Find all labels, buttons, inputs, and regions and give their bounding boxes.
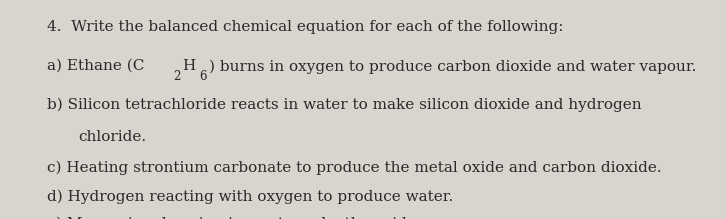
Text: ) burns in oxygen to produce carbon dioxide and water vapour.: ) burns in oxygen to produce carbon diox… — [209, 59, 696, 74]
Text: e) Magnesium burning in are to make the oxide.: e) Magnesium burning in are to make the … — [47, 217, 421, 219]
Text: d) Hydrogen reacting with oxygen to produce water.: d) Hydrogen reacting with oxygen to prod… — [47, 189, 454, 204]
Text: chloride.: chloride. — [78, 130, 147, 144]
Text: H: H — [182, 59, 195, 73]
Text: a) Ethane (C: a) Ethane (C — [47, 59, 144, 73]
Text: 2: 2 — [173, 70, 180, 83]
Text: b) Silicon tetrachloride reacts in water to make silicon dioxide and hydrogen: b) Silicon tetrachloride reacts in water… — [47, 97, 642, 112]
Text: 4.  Write the balanced chemical equation for each of the following:: 4. Write the balanced chemical equation … — [47, 20, 563, 34]
Text: 6: 6 — [200, 70, 207, 83]
Text: c) Heating strontium carbonate to produce the metal oxide and carbon dioxide.: c) Heating strontium carbonate to produc… — [47, 161, 662, 175]
